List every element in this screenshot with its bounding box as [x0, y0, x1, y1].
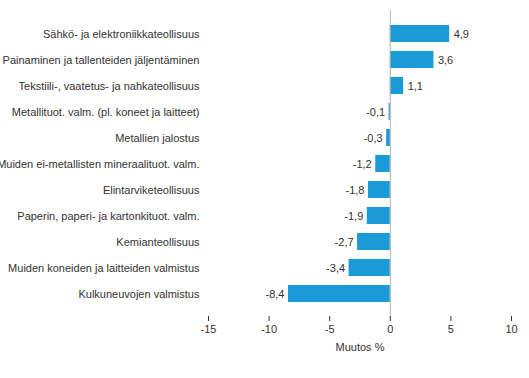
svg-text:4,9: 4,9 — [454, 28, 469, 40]
svg-text:-5: -5 — [325, 323, 335, 335]
svg-text:1,1: 1,1 — [408, 80, 423, 92]
svg-text:Sähkö- ja elektroniikkateollis: Sähkö- ja elektroniikkateollisuus — [43, 28, 200, 40]
svg-text:Muiden koneiden ja laitteiden: Muiden koneiden ja laitteiden valmistus — [8, 262, 200, 274]
svg-text:-1,9: -1,9 — [344, 210, 363, 222]
svg-text:-0,1: -0,1 — [366, 106, 385, 118]
svg-text:Kulkuneuvojen valmistus: Kulkuneuvojen valmistus — [78, 288, 200, 300]
svg-text:Elintarviketeollisuus: Elintarviketeollisuus — [103, 184, 200, 196]
svg-text:5: 5 — [448, 323, 454, 335]
svg-text:-0,3: -0,3 — [364, 132, 383, 144]
svg-text:Tekstiili-, vaatetus- ja nahka: Tekstiili-, vaatetus- ja nahkateollisuus — [19, 80, 200, 92]
svg-text:-1,2: -1,2 — [353, 158, 372, 170]
svg-text:0: 0 — [387, 323, 393, 335]
svg-text:10: 10 — [505, 323, 517, 335]
svg-text:-10: -10 — [261, 323, 277, 335]
svg-text:-15: -15 — [201, 323, 217, 335]
svg-text:-8,4: -8,4 — [266, 288, 285, 300]
svg-text:3,6: 3,6 — [438, 54, 453, 66]
svg-text:Muutos %: Muutos % — [336, 341, 385, 353]
svg-text:Painaminen ja tallenteiden jäl: Painaminen ja tallenteiden jäljentäminen — [3, 54, 200, 66]
svg-text:Metallituot. valm. (pl. koneet: Metallituot. valm. (pl. koneet ja laitte… — [12, 106, 200, 118]
svg-text:Kemianteollisuus: Kemianteollisuus — [116, 236, 200, 248]
svg-text:Muiden ei-metallisten mineraal: Muiden ei-metallisten mineraalituot. val… — [0, 158, 200, 170]
svg-text:-2,7: -2,7 — [335, 236, 354, 248]
svg-text:-1,8: -1,8 — [346, 184, 365, 196]
svg-text:-3,4: -3,4 — [326, 262, 345, 274]
svg-text:Metallien jalostus: Metallien jalostus — [115, 132, 200, 144]
svg-text:Paperin, paperi- ja kartonkitu: Paperin, paperi- ja kartonkituot. valm. — [17, 210, 199, 222]
